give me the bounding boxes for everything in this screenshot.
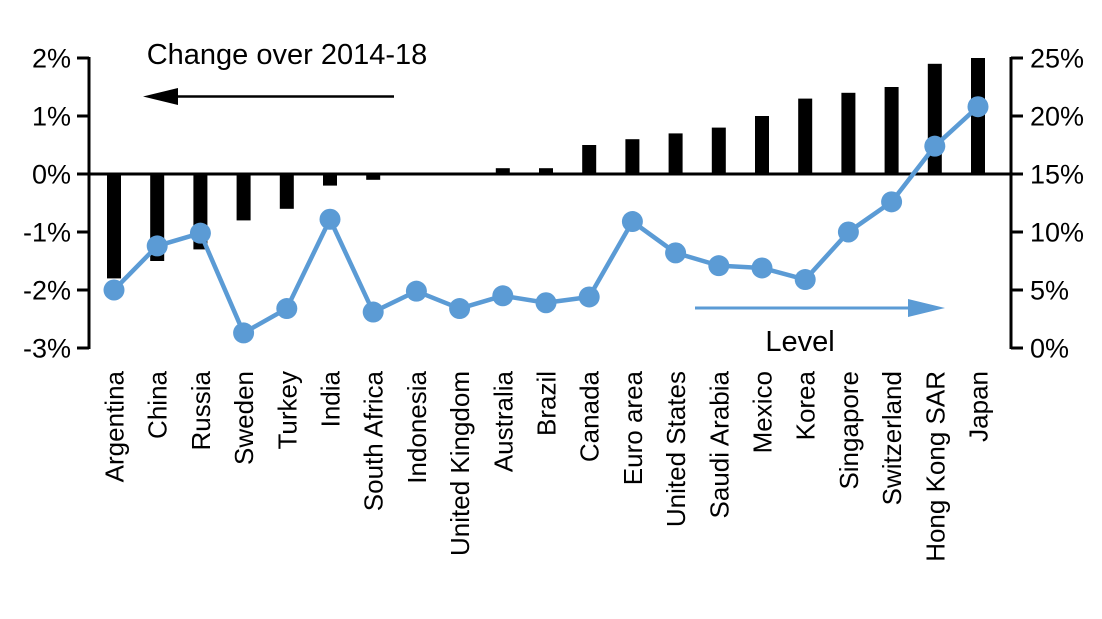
level-marker — [837, 221, 859, 243]
left-axis-tick-label: -1% — [23, 218, 71, 248]
category-label: United States — [661, 371, 691, 527]
category-label: Australia — [488, 370, 518, 472]
level-marker — [751, 257, 773, 279]
category-label: Korea — [791, 370, 821, 440]
left-axis-tick-label: 2% — [32, 44, 71, 74]
right-axis-tick-label: 20% — [1030, 102, 1084, 132]
level-marker — [233, 322, 255, 344]
bar — [755, 116, 769, 174]
level-marker — [881, 191, 903, 213]
level-marker — [535, 292, 557, 314]
level-marker — [405, 280, 427, 302]
category-label: Argentina — [100, 370, 130, 482]
right-axis-tick-label: 25% — [1030, 44, 1084, 74]
level-marker — [319, 208, 341, 230]
left-axis-tick-label: -2% — [23, 276, 71, 306]
level-marker — [146, 235, 168, 257]
right-axis-tick-label: 15% — [1030, 160, 1084, 190]
bar — [668, 133, 683, 174]
category-label: Japan — [964, 371, 994, 442]
category-label: Indonesia — [402, 370, 432, 483]
line-series-label: Level — [765, 326, 834, 358]
bar — [539, 168, 553, 174]
category-label: Switzerland — [877, 371, 907, 505]
left-axis-tick-label: 1% — [32, 102, 71, 132]
category-label: Singapore — [834, 371, 864, 490]
bar — [884, 87, 899, 174]
bar — [366, 174, 381, 180]
category-label: Euro area — [618, 370, 648, 485]
bar — [798, 98, 813, 174]
level-marker — [665, 242, 687, 264]
bar — [582, 145, 597, 174]
left-axis-tick-label: 0% — [32, 160, 71, 190]
bar — [279, 174, 294, 209]
level-marker — [362, 301, 384, 323]
category-label: India — [316, 370, 346, 427]
level-marker — [276, 298, 298, 320]
category-label: South Africa — [359, 370, 389, 511]
level-marker — [492, 285, 514, 307]
level-marker — [103, 279, 125, 301]
right-axis-tick-label: 10% — [1030, 218, 1084, 248]
category-label: Saudi Arabia — [704, 370, 734, 518]
bar-series-title: Change over 2014-18 — [147, 39, 428, 71]
bar — [711, 127, 726, 174]
bar — [841, 92, 856, 174]
right-arrow-icon — [908, 299, 945, 317]
bar — [495, 168, 510, 174]
bar — [107, 174, 121, 279]
bar — [927, 63, 942, 174]
category-label: Russia — [186, 370, 216, 450]
left-axis-tick-label: -3% — [23, 334, 71, 364]
level-marker — [449, 298, 471, 320]
level-marker — [708, 255, 730, 277]
level-marker — [967, 96, 989, 118]
category-label: United Kingdom — [445, 371, 475, 556]
left-arrow-icon — [143, 88, 178, 105]
level-marker — [924, 135, 946, 157]
category-label: Sweden — [229, 371, 259, 465]
level-marker — [794, 269, 816, 291]
level-marker — [189, 222, 211, 244]
level-marker — [578, 286, 600, 308]
right-axis-tick-label: 0% — [1030, 334, 1069, 364]
bar — [236, 174, 251, 221]
category-label: Mexico — [748, 371, 778, 453]
category-label: Turkey — [272, 371, 302, 450]
bar — [323, 174, 337, 186]
category-label: Canada — [575, 370, 605, 462]
level-marker — [621, 211, 643, 233]
category-label: China — [143, 370, 173, 438]
right-axis-tick-label: 5% — [1030, 276, 1069, 306]
bar — [625, 139, 640, 174]
category-label: Brazil — [532, 371, 562, 436]
category-label: Hong Kong SAR — [920, 371, 950, 562]
